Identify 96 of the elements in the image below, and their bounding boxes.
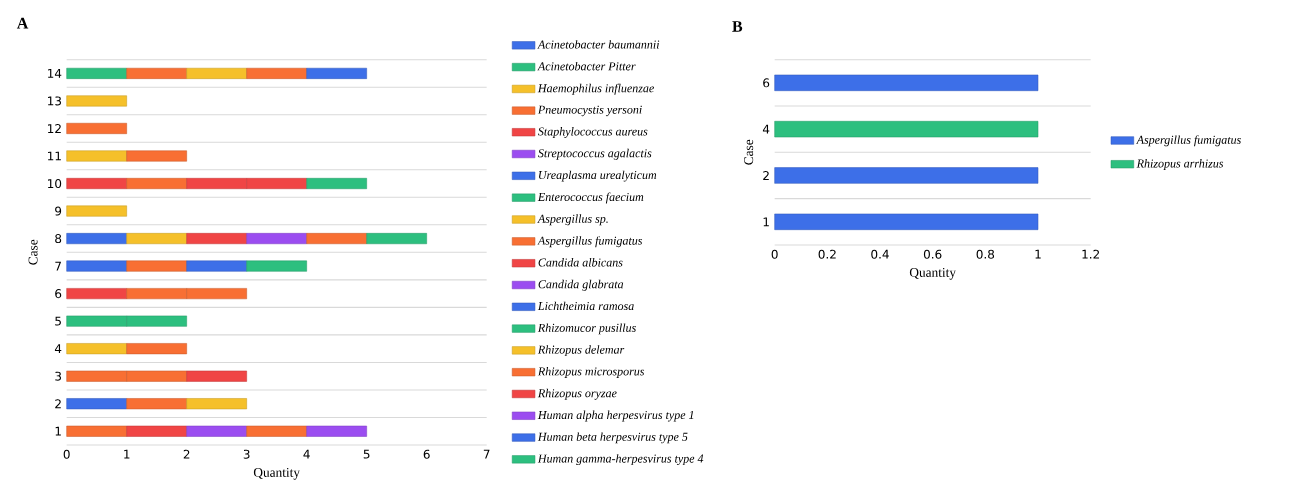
bar — [186, 233, 247, 245]
x-tick-label: 3 — [243, 449, 250, 459]
bar — [126, 343, 187, 355]
bar — [126, 398, 187, 410]
y-tick-label: 8 — [55, 234, 62, 244]
bar — [126, 260, 187, 272]
bar — [66, 425, 127, 437]
y-tick-label: 6 — [55, 289, 62, 299]
y-tick-label: 1 — [763, 217, 769, 227]
legend-label: Aspergillus sp. — [537, 214, 608, 226]
x-tick-label: 0.4 — [871, 249, 889, 259]
bar — [306, 425, 367, 437]
bar — [246, 260, 307, 272]
legend-label: Acinetobacter baumannii — [537, 40, 660, 49]
bar — [66, 288, 127, 300]
bar — [246, 425, 307, 437]
bar — [126, 178, 187, 190]
legend-label: Enterococcus faecium — [537, 192, 644, 204]
legend-label: Acinetobacter Pitter — [537, 61, 636, 71]
x-tick-label: 0 — [771, 249, 778, 259]
y-axis-title: Case — [28, 239, 38, 265]
bar — [306, 233, 367, 245]
legend-label: Streptococcus agalactis — [538, 148, 652, 160]
legend-label: Lichtheimia ramosa — [537, 301, 634, 311]
x-tick-label: 0 — [63, 449, 70, 459]
bar — [126, 233, 187, 245]
bar — [66, 398, 127, 410]
y-tick-label: 2 — [55, 399, 61, 409]
bar — [66, 122, 127, 134]
x-tick-label: 5 — [363, 449, 370, 459]
legend-label: Aspergillus fumigatus — [1136, 135, 1241, 147]
legend-label: Candida glabrata — [538, 279, 624, 291]
legend-label: Rhizopus delemar — [537, 345, 625, 357]
x-tick-label: 2 — [183, 449, 190, 459]
bar — [186, 425, 247, 437]
x-tick-label: 1 — [124, 449, 130, 459]
legend-label: Ureaplasma urealyticum — [539, 170, 657, 182]
bar — [66, 150, 127, 162]
x-tick-label: 1.2 — [1082, 249, 1100, 259]
y-tick-label: 12 — [48, 124, 61, 133]
y-tick-label: 5 — [55, 316, 61, 326]
legend-label: Rhizopus oryzae — [537, 388, 617, 400]
x-axis-title: Quantity — [253, 467, 300, 480]
y-tick-label: 4 — [762, 124, 770, 134]
bar — [306, 178, 367, 190]
x-tick-label: 0.6 — [923, 249, 942, 259]
legend-label: Human beta herpesvirus type 5 — [537, 432, 688, 444]
x-tick-label: 7 — [483, 449, 490, 459]
legend-label: Rhizopus arrhizus — [1136, 159, 1224, 170]
y-tick-label: 6 — [763, 78, 770, 88]
bar — [366, 233, 427, 245]
chart-title: B — [732, 21, 743, 32]
legend-label: Aspergillus fumigatus — [537, 236, 643, 248]
x-tick-label: 0.2 — [818, 249, 836, 259]
y-tick-label: 2 — [763, 171, 769, 180]
bar — [186, 67, 247, 79]
legend-label: Rhizomucor pusillus — [537, 323, 636, 335]
y-axis-title: Case — [744, 139, 754, 165]
bar — [306, 67, 367, 79]
bar — [66, 205, 127, 217]
y-tick-label: 9 — [55, 206, 62, 216]
bar — [66, 233, 127, 245]
bar — [246, 67, 307, 79]
legend-label: Human alpha herpesvirus type 1 — [537, 410, 694, 422]
legend-label: Haemophilus influenzae — [537, 83, 654, 95]
bar — [126, 67, 187, 79]
bar — [66, 343, 127, 355]
chart-title: A — [16, 17, 29, 29]
bar — [126, 425, 187, 437]
bar — [246, 233, 307, 245]
bar — [66, 95, 127, 107]
y-tick-label: 7 — [55, 261, 61, 271]
bar — [66, 67, 127, 79]
y-tick-label: 1 — [55, 426, 61, 436]
bar — [126, 150, 187, 162]
x-tick-label: 1 — [1035, 249, 1041, 259]
x-axis-title: Quantity — [909, 267, 956, 280]
bar — [186, 398, 247, 410]
bar — [186, 370, 247, 382]
y-tick-label: 13 — [48, 96, 62, 106]
bar — [66, 178, 127, 190]
bar — [66, 260, 127, 272]
x-tick-label: 0.8 — [976, 249, 995, 259]
legend-label: Rhizopus microsporus — [537, 367, 645, 378]
x-tick-label: 4 — [303, 449, 310, 459]
legend-label: Human gamma-herpesvirus type 4 — [537, 454, 704, 466]
y-tick-label: 14 — [48, 69, 62, 78]
legend-label: Candida albicans — [538, 258, 623, 267]
x-tick-label: 6 — [423, 449, 430, 459]
bar — [186, 260, 247, 272]
legend-label: Staphylococcus aureus — [538, 127, 648, 138]
y-tick-label: 11 — [48, 151, 61, 161]
y-tick-label: 10 — [48, 178, 62, 189]
y-tick-label: 3 — [55, 371, 62, 381]
legend-label: Pneumocystis yersoni — [537, 105, 642, 117]
y-tick-label: 4 — [54, 344, 62, 354]
